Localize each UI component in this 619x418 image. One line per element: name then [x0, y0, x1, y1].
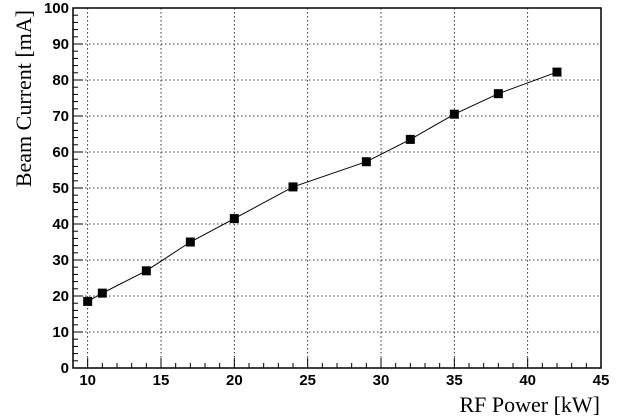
ticks	[72, 7, 602, 369]
x-tick-label: 10	[79, 372, 96, 389]
tick-labels: 10 15 20 25 30 35 40 45 0 10 20 30 40 50 60 70 80 90 100	[44, 0, 609, 389]
data-point	[141, 266, 151, 276]
y-tick-label: 40	[52, 216, 69, 233]
y-tick-label: 70	[52, 108, 69, 125]
y-tick-label: 90	[52, 36, 69, 53]
y-tick-label: 60	[52, 144, 69, 161]
x-tick-label: 40	[519, 372, 536, 389]
data-point	[405, 134, 415, 144]
grid	[73, 8, 601, 368]
y-tick-label: 100	[44, 0, 69, 17]
data-point	[97, 288, 107, 298]
x-axis-title: RF Power [kW]	[459, 392, 600, 417]
series	[83, 67, 562, 306]
plot-frame	[72, 7, 602, 369]
series-line	[87, 71, 558, 302]
x-tick-label: 45	[593, 372, 610, 389]
x-tick-label: 25	[299, 372, 316, 389]
y-tick-label: 10	[52, 324, 69, 341]
data-point	[185, 237, 195, 247]
data-point	[493, 89, 503, 99]
y-tick-label: 30	[52, 252, 69, 269]
y-axis-title: Beam Current [mA]	[11, 10, 36, 187]
data-point	[229, 214, 239, 224]
data-point	[83, 296, 93, 306]
y-tick-label: 20	[52, 288, 69, 305]
data-point	[552, 67, 562, 77]
y-tick-label: 50	[52, 180, 69, 197]
x-tick-label: 35	[446, 372, 463, 389]
y-tick-label: 0	[61, 360, 69, 377]
x-tick-label: 30	[373, 372, 390, 389]
x-tick-label: 15	[153, 372, 170, 389]
y-tick-label: 80	[52, 72, 69, 89]
data-point	[361, 157, 371, 167]
x-tick-label: 20	[226, 372, 243, 389]
data-point	[288, 182, 298, 192]
data-point	[449, 109, 459, 119]
